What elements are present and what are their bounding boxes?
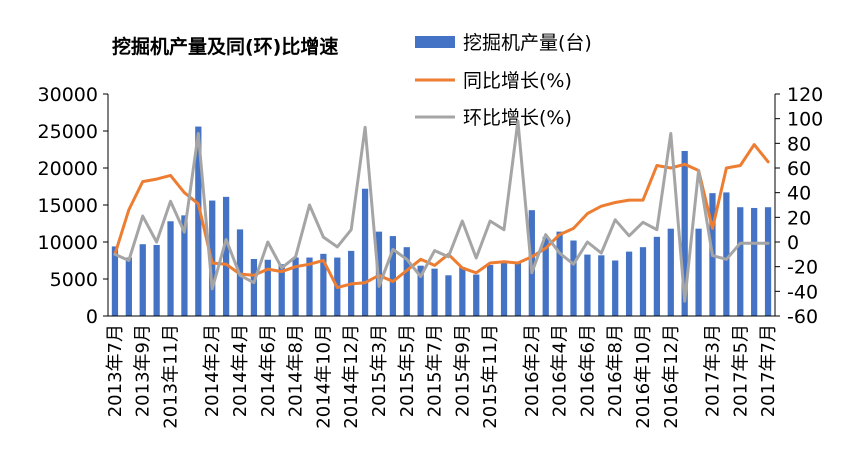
bar bbox=[500, 262, 508, 316]
bar bbox=[639, 247, 647, 316]
bar bbox=[264, 259, 271, 316]
bar bbox=[167, 221, 174, 316]
bar bbox=[139, 244, 146, 316]
legend-label: 挖掘机产量(台) bbox=[463, 32, 592, 54]
x-tick-label: 2015年9月 bbox=[452, 324, 473, 417]
x-tick-label: 2016年12月 bbox=[661, 324, 682, 429]
bar bbox=[723, 192, 730, 316]
bar bbox=[306, 257, 313, 316]
right-tick-label: 0 bbox=[787, 232, 799, 254]
bar bbox=[222, 196, 230, 316]
bar bbox=[445, 275, 452, 316]
left-axis: 0 5000 10000 15000 20000 25000 30000 bbox=[38, 84, 109, 328]
right-tick-label: 80 bbox=[787, 133, 811, 155]
bar bbox=[570, 240, 577, 316]
bar bbox=[125, 257, 132, 316]
x-tick-label: 2013年7月 bbox=[105, 324, 126, 417]
bar bbox=[389, 236, 396, 316]
x-tick-label: 2015年11月 bbox=[480, 324, 501, 429]
x-tick-label: 2016年10月 bbox=[633, 324, 654, 429]
bar bbox=[320, 253, 327, 316]
bar bbox=[250, 259, 258, 316]
bar-series bbox=[111, 126, 772, 316]
bar bbox=[584, 254, 591, 316]
bar bbox=[764, 207, 772, 316]
x-tick-label: 2014年8月 bbox=[286, 324, 307, 417]
x-tick-label: 2016年8月 bbox=[605, 324, 626, 417]
x-tick-label: 2013年9月 bbox=[133, 324, 154, 417]
right-tick-label: 120 bbox=[787, 84, 823, 106]
bar bbox=[111, 246, 119, 316]
legend-label: 环比增长(%) bbox=[463, 107, 572, 129]
bar bbox=[556, 231, 563, 316]
left-tick-label: 15000 bbox=[38, 195, 98, 217]
x-tick-label: 2017年5月 bbox=[730, 324, 751, 417]
left-tick-label: 20000 bbox=[38, 158, 98, 180]
x-tick-label: 2015年7月 bbox=[425, 324, 446, 417]
x-tick-label: 2014年12月 bbox=[341, 324, 362, 429]
x-tick-label: 2014年10月 bbox=[313, 324, 334, 429]
bar bbox=[431, 268, 438, 316]
legend-swatch-bar bbox=[415, 36, 455, 48]
right-tick-label: -60 bbox=[787, 306, 818, 328]
mom-growth-line bbox=[113, 119, 770, 303]
bar bbox=[278, 264, 285, 316]
bar bbox=[473, 274, 480, 316]
legend: 挖掘机产量(台) 同比增长(%) 环比增长(%) bbox=[415, 32, 592, 129]
right-tick-label: 60 bbox=[787, 158, 811, 180]
left-tick-label: 30000 bbox=[38, 84, 98, 106]
bar bbox=[181, 215, 188, 316]
x-tick-label: 2016年4月 bbox=[550, 324, 571, 417]
right-tick-label: -40 bbox=[787, 281, 818, 303]
bar bbox=[153, 244, 160, 316]
x-tick-label: 2013年11月 bbox=[161, 324, 182, 429]
x-tick-label: 2017年7月 bbox=[758, 324, 779, 417]
bar bbox=[598, 255, 605, 316]
bar bbox=[653, 236, 661, 316]
right-tick-label: -20 bbox=[787, 257, 818, 279]
bar bbox=[195, 126, 202, 316]
bar bbox=[417, 265, 424, 316]
right-tick-label: 100 bbox=[787, 109, 823, 131]
left-tick-label: 0 bbox=[86, 306, 98, 328]
bar bbox=[542, 236, 549, 316]
x-tick-label: 2014年2月 bbox=[202, 324, 223, 417]
yoy-growth-line bbox=[113, 143, 770, 290]
bar bbox=[514, 261, 522, 316]
line-series bbox=[113, 119, 770, 303]
chart-title: 挖掘机产量及同(环)比增速 bbox=[112, 35, 338, 58]
right-tick-label: 20 bbox=[787, 207, 811, 229]
bar bbox=[403, 247, 410, 316]
x-axis: 2013年7月 2013年9月 2013年11月 2014年2月 2014年4月 2014… bbox=[105, 315, 779, 429]
left-tick-label: 10000 bbox=[38, 232, 98, 254]
bar bbox=[459, 267, 466, 316]
left-tick-label: 5000 bbox=[50, 269, 98, 291]
x-tick-label: 2014年6月 bbox=[258, 324, 279, 417]
x-tick-label: 2016年6月 bbox=[577, 324, 598, 417]
bar bbox=[667, 228, 674, 316]
right-tick-label: 40 bbox=[787, 183, 811, 205]
left-tick-label: 25000 bbox=[38, 121, 98, 143]
x-tick-label: 2017年3月 bbox=[702, 324, 723, 417]
bar bbox=[292, 257, 299, 316]
bar bbox=[751, 207, 758, 316]
bar bbox=[361, 188, 369, 316]
x-tick-label: 2015年5月 bbox=[397, 324, 418, 417]
x-tick-label: 2014年4月 bbox=[230, 324, 251, 417]
x-tick-label: 2016年2月 bbox=[522, 324, 543, 417]
bar bbox=[625, 251, 633, 316]
legend-label: 同比增长(%) bbox=[463, 70, 572, 92]
bar bbox=[612, 260, 619, 316]
x-tick-label: 2015年3月 bbox=[369, 324, 390, 417]
bar bbox=[487, 264, 494, 316]
bar bbox=[681, 150, 688, 316]
bar bbox=[737, 207, 744, 316]
bar bbox=[695, 228, 702, 316]
